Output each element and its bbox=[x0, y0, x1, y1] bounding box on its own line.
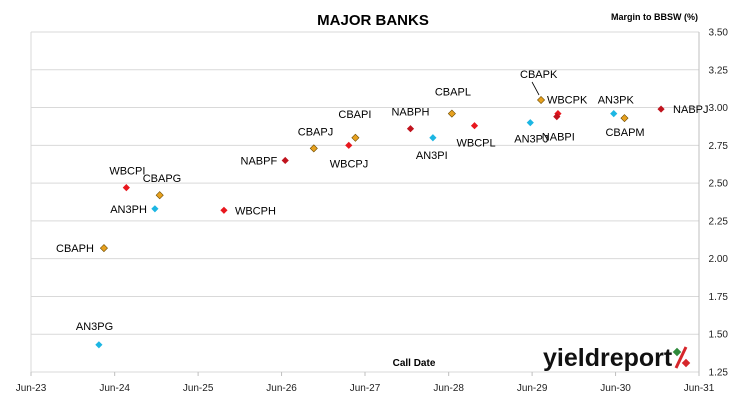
y-tick-label: 2.50 bbox=[709, 179, 729, 190]
x-tick-label: Jun-29 bbox=[517, 383, 548, 394]
y-tick-label: 2.25 bbox=[709, 216, 729, 227]
y-tick-label: 3.25 bbox=[709, 65, 729, 76]
y-axis-title: Margin to BBSW (%) bbox=[611, 12, 698, 22]
point-label-nabpi: NABPI bbox=[542, 132, 575, 144]
point-label-an3pi: AN3PI bbox=[416, 150, 448, 162]
x-tick-label: Jun-24 bbox=[99, 383, 130, 394]
point-label-nabpj: NABPJ bbox=[673, 104, 708, 116]
point-label-wbcph: WBCPH bbox=[235, 205, 276, 217]
point-wbcph bbox=[220, 206, 228, 214]
point-nabph bbox=[406, 125, 415, 133]
point-nabpf bbox=[281, 156, 289, 165]
point-label-cbapi: CBAPI bbox=[338, 109, 371, 121]
point-label-an3pg: AN3PG bbox=[76, 321, 113, 333]
point-label-wbcpj: WBCPJ bbox=[330, 158, 369, 170]
y-tick-label: 2.00 bbox=[709, 254, 729, 265]
x-tick-label: Jun-30 bbox=[600, 383, 631, 394]
point-labels: CBAPH CBAPG CBAPJ CBAPI CBAPL CBAPK CBAPM AN3PG… bbox=[56, 69, 708, 333]
y-axis: 1.25 1.50 1.75 2.00 2.25 2.50 2.75 3.00 3.25 3.50 bbox=[698, 28, 729, 379]
point-label-nabph: NABPH bbox=[391, 107, 429, 119]
point-label-an3ph: AN3PH bbox=[110, 204, 147, 216]
point-cbapi bbox=[351, 133, 360, 142]
x-tick-label: Jun-25 bbox=[183, 383, 214, 394]
point-label-cbapg: CBAPG bbox=[143, 173, 182, 185]
y-tick-label: 3.00 bbox=[709, 103, 729, 114]
x-tick-label: Jun-26 bbox=[266, 383, 297, 394]
point-label-cbaph: CBAPH bbox=[56, 243, 94, 255]
logo-text: yieldreport bbox=[543, 344, 673, 372]
point-cbapk bbox=[537, 95, 546, 105]
point-label-cbapm: CBAPM bbox=[605, 127, 644, 139]
grid-lines bbox=[30, 31, 699, 373]
y-tick-label: 2.75 bbox=[709, 141, 729, 152]
y-tick-label: 1.50 bbox=[709, 330, 729, 341]
point-wbcpk bbox=[554, 110, 562, 118]
point-cbapj bbox=[309, 144, 318, 153]
point-an3pk bbox=[610, 110, 618, 118]
point-nabpi bbox=[553, 113, 561, 121]
point-label-cbapk: CBAPK bbox=[520, 69, 558, 81]
y-tick-label: 3.50 bbox=[709, 28, 729, 39]
point-cbapl bbox=[447, 109, 456, 118]
point-cbapg bbox=[155, 191, 164, 200]
x-tick-label: Jun-23 bbox=[16, 383, 47, 394]
x-tick-label: Jun-27 bbox=[350, 383, 381, 394]
x-tick-label: Jun-31 bbox=[684, 383, 715, 394]
percent-icon bbox=[672, 346, 691, 369]
point-nabpj bbox=[657, 105, 665, 113]
point-wbcpi bbox=[122, 184, 130, 192]
point-wbcpl bbox=[470, 122, 479, 130]
point-label-an3pj: AN3PJ bbox=[514, 134, 548, 146]
point-label-wbcpi: WBCPI bbox=[109, 166, 145, 178]
point-label-wbcpl: WBCPL bbox=[457, 138, 496, 150]
chart-title: MAJOR BANKS bbox=[317, 12, 429, 29]
data-points bbox=[95, 95, 665, 349]
point-an3ph bbox=[151, 205, 159, 213]
point-wbcpj bbox=[345, 141, 353, 149]
point-an3pi bbox=[429, 134, 437, 142]
point-cbaph bbox=[99, 244, 108, 253]
x-tick-label: Jun-28 bbox=[433, 383, 464, 394]
yieldreport-logo: yieldreport bbox=[543, 344, 691, 372]
point-label-an3pk: AN3PK bbox=[598, 95, 635, 107]
point-label-nabpf: NABPF bbox=[241, 155, 278, 167]
point-an3pj bbox=[526, 119, 534, 127]
point-label-cbapl: CBAPL bbox=[435, 87, 471, 99]
point-an3pg bbox=[95, 341, 103, 349]
point-label-cbapj: CBAPJ bbox=[298, 126, 333, 138]
point-label-wbcpk: WBCPK bbox=[547, 95, 588, 107]
point-cbapm bbox=[620, 114, 629, 123]
y-tick-label: 1.25 bbox=[709, 368, 729, 379]
x-axis: Jun-23 Jun-24 Jun-25 Jun-26 Jun-27 Jun-28 Jun-… bbox=[16, 372, 715, 394]
label-leader-line bbox=[531, 81, 540, 96]
y-tick-label: 1.75 bbox=[709, 292, 729, 303]
x-axis-title: Call Date bbox=[393, 358, 436, 369]
